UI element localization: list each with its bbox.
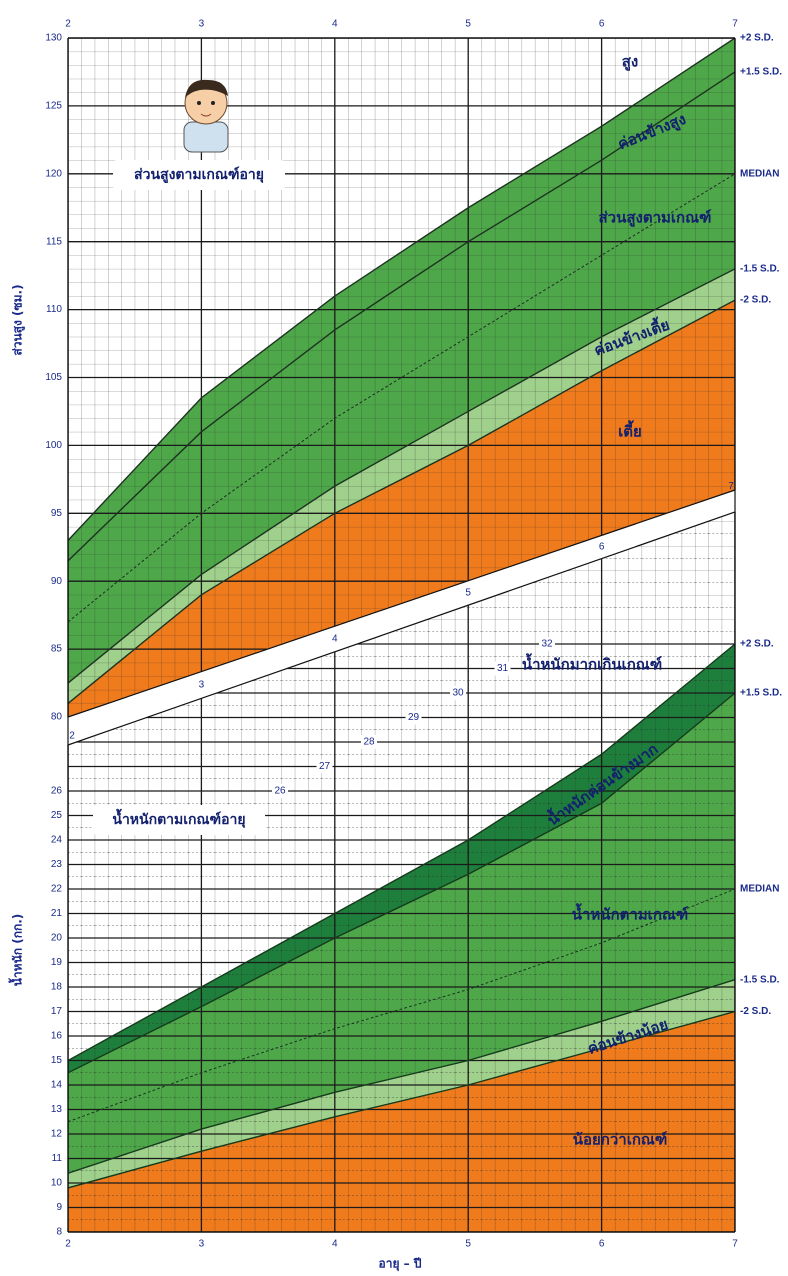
- tick-label-bg: [450, 686, 466, 700]
- y-tick-label: 18: [51, 982, 63, 993]
- weight-plot: [68, 512, 735, 1232]
- y-tick-label: 120: [45, 168, 62, 179]
- y-axis-title: ส่วนสูง (ซม.): [11, 284, 26, 355]
- y-tick-label: 32: [541, 639, 553, 650]
- y-tick-label: 100: [45, 440, 62, 451]
- x-tick-label: 2: [65, 19, 71, 30]
- band-label: น้อยกว่าเกณฑ์: [573, 1131, 668, 1149]
- y-tick-label: 105: [45, 372, 62, 383]
- series-label: -2 S.D.: [740, 295, 771, 306]
- y-axis-title: น้ำหนัก (กก.): [8, 914, 25, 987]
- x-tick-label: 5: [465, 1239, 471, 1250]
- y-tick-label: 85: [51, 644, 63, 655]
- series-line: [68, 71, 735, 562]
- series-line: [68, 38, 735, 541]
- series-label: MEDIAN: [740, 168, 779, 179]
- y-tick-label: 29: [408, 712, 420, 723]
- tick-label-bg: [272, 784, 288, 798]
- y-tick-label: 90: [51, 576, 63, 587]
- x-tick-label: 6: [599, 542, 605, 553]
- title-box: [113, 160, 285, 190]
- band-label: เตี้ย: [618, 420, 642, 441]
- y-tick-label: 22: [51, 884, 63, 895]
- x-axis-title: อายุ – ปี: [379, 1257, 422, 1272]
- y-tick-label: 23: [51, 859, 63, 870]
- tick-label-bg: [539, 637, 555, 651]
- series-line: [68, 978, 735, 1174]
- x-tick-label: 4: [332, 19, 338, 30]
- series-line: [68, 268, 735, 684]
- y-tick-label: 12: [51, 1129, 63, 1140]
- band-label: น้ำหนักตามเกณฑ์: [572, 903, 689, 924]
- y-tick-label: 8: [56, 1227, 62, 1238]
- plot-border: [67, 37, 736, 1233]
- y-tick-label: 19: [51, 957, 63, 968]
- y-tick-label: 130: [45, 33, 62, 44]
- y-tick-label: 26: [274, 786, 286, 797]
- y-tick-label: 31: [497, 663, 509, 674]
- title-box: [93, 805, 265, 835]
- x-tick-label: 7: [732, 1239, 738, 1250]
- y-tick-label: 27: [319, 761, 331, 772]
- y-tick-label: 14: [51, 1080, 63, 1091]
- y-tick-label: 95: [51, 508, 63, 519]
- y-tick-label: 9: [56, 1202, 62, 1213]
- y-tick-label: 24: [51, 835, 63, 846]
- series-line: [68, 888, 735, 1123]
- series-label: MEDIAN: [740, 884, 779, 895]
- band-label: ส่วนสูงตามเกณฑ์: [599, 209, 712, 228]
- x-tick-label: 7: [728, 481, 734, 492]
- y-tick-label: 15: [51, 1055, 63, 1066]
- y-tick-label: 16: [51, 1031, 63, 1042]
- chart-title: น้ำหนักตามเกณฑ์อายุ: [112, 808, 245, 828]
- chart-title: ส่วนสูงตามเกณฑ์อายุ: [134, 166, 264, 183]
- x-tick-label: 3: [199, 19, 205, 30]
- y-tick-label: 17: [51, 1006, 63, 1017]
- y-tick-label: 13: [51, 1104, 63, 1115]
- tick-label-bg: [494, 661, 511, 676]
- y-tick-label: 10: [51, 1178, 63, 1189]
- child-illustration: [183, 79, 229, 153]
- x-tick-label: 4: [332, 634, 338, 645]
- series-line: [68, 692, 735, 1074]
- y-tick-label: 125: [45, 101, 62, 112]
- series-label: +1.5 S.D.: [740, 67, 782, 78]
- x-tick-label: 6: [599, 19, 605, 30]
- y-tick-label: 20: [51, 933, 63, 944]
- y-tick-label: 11: [52, 1153, 63, 1164]
- y-tick-label: 25: [51, 810, 63, 821]
- y-tick-label: 26: [51, 786, 63, 797]
- y-tick-label: 28: [363, 737, 375, 748]
- x-tick-label: 4: [332, 1239, 338, 1250]
- x-tick-label: 7: [732, 19, 738, 30]
- y-tick-label: 21: [51, 908, 63, 919]
- x-tick-label: 6: [599, 1239, 605, 1250]
- series-label: +2 S.D.: [740, 639, 774, 650]
- x-tick-label: 3: [199, 680, 205, 691]
- band-label: สูง: [622, 53, 638, 72]
- series-line: [68, 1010, 735, 1189]
- y-tick-label: 115: [46, 236, 62, 247]
- x-tick-label: 3: [199, 1239, 205, 1250]
- x-tick-label: 2: [65, 1239, 71, 1250]
- series-label: -1.5 S.D.: [740, 264, 780, 275]
- x-tick-label: 2: [69, 730, 75, 741]
- tick-label-bg: [361, 735, 377, 749]
- series-label: -2 S.D.: [740, 1006, 771, 1017]
- band-label: น้ำหนักมากเกินเกณฑ์: [522, 653, 662, 674]
- x-tick-label: 5: [465, 19, 471, 30]
- tick-label-bg: [316, 759, 333, 774]
- series-label: +2 S.D.: [740, 33, 774, 44]
- tick-label-bg: [405, 710, 422, 725]
- y-tick-label: 80: [51, 712, 63, 723]
- series-label: -1.5 S.D.: [740, 974, 780, 985]
- series-line: [68, 299, 735, 704]
- series-label: +1.5 S.D.: [740, 688, 782, 699]
- y-tick-label: 30: [452, 688, 464, 699]
- y-tick-label: 110: [46, 304, 62, 315]
- x-tick-label: 5: [465, 588, 471, 599]
- series-line: [68, 643, 735, 1062]
